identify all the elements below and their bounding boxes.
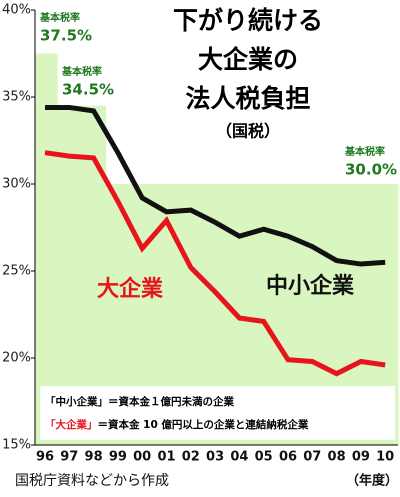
note: 「中小企業」＝資本金１億円未満の企業 bbox=[45, 395, 234, 408]
note-text: ＝資本金１億円未満の企業 bbox=[108, 395, 234, 408]
source: 国税庁資料などから作成 bbox=[15, 473, 169, 489]
x-tick-label: 96 bbox=[36, 450, 54, 465]
chart-title: 法人税負担 bbox=[185, 84, 310, 113]
x-tick-label: 04 bbox=[230, 450, 248, 465]
x-tick-label: 00 bbox=[133, 450, 151, 465]
chart-subtitle: （国税） bbox=[216, 122, 280, 141]
x-tick-label: 09 bbox=[352, 450, 370, 465]
foreground-layer: 15% 20% 25% 30% 35% 40% 96 97 98 99 00 01 02 03 04 05 06… bbox=[2, 3, 398, 490]
x-tick-label: 07 bbox=[303, 450, 321, 465]
series-label: 大企業 bbox=[97, 276, 164, 302]
series-line bbox=[45, 104, 386, 267]
x-tick-label: 08 bbox=[328, 450, 346, 465]
notes-box bbox=[40, 386, 395, 440]
annotation-label: 基本税率 bbox=[61, 65, 102, 78]
annotation-label: 基本税率 bbox=[344, 145, 385, 158]
y-tick-label: 35% bbox=[2, 90, 31, 105]
y-tick-label: 40% bbox=[2, 3, 31, 18]
note-term: 「中小企業」 bbox=[45, 395, 108, 408]
chart-title: 下がり続ける bbox=[173, 6, 323, 35]
annotation-label: 基本税率 bbox=[39, 11, 80, 24]
note: 「大企業」＝資本金 10 億円以上の企業と連結納税企業 bbox=[45, 418, 309, 431]
annotation-value: 37.5% bbox=[40, 27, 92, 45]
series-label: 中小企業 bbox=[266, 273, 355, 299]
y-tick-label: 15% bbox=[2, 438, 31, 453]
x-tick-label: 05 bbox=[255, 450, 273, 465]
annotation-value: 30.0% bbox=[345, 161, 397, 179]
note-text: ＝資本金 10 億円以上の企業と連結納税企業 bbox=[98, 418, 309, 431]
series-line bbox=[44, 150, 386, 377]
x-tick-label: 97 bbox=[60, 450, 78, 465]
x-tick-label: 10 bbox=[376, 450, 394, 465]
x-tick-label: 98 bbox=[85, 450, 103, 465]
note-term: 「大企業」 bbox=[45, 418, 98, 431]
x-axis-label: （年度） bbox=[346, 473, 398, 489]
y-tick-label: 25% bbox=[2, 264, 31, 279]
x-tick-label: 01 bbox=[157, 450, 175, 465]
x-tick-label: 06 bbox=[279, 450, 297, 465]
y-tick-label: 30% bbox=[2, 177, 31, 192]
y-tick-label: 20% bbox=[2, 351, 31, 366]
x-tick-label: 02 bbox=[182, 450, 200, 465]
chart-title: 大企業の bbox=[198, 45, 298, 74]
x-tick-label: 99 bbox=[109, 450, 127, 465]
x-tick-label: 03 bbox=[206, 450, 224, 465]
annotation-value: 34.5% bbox=[62, 81, 114, 99]
